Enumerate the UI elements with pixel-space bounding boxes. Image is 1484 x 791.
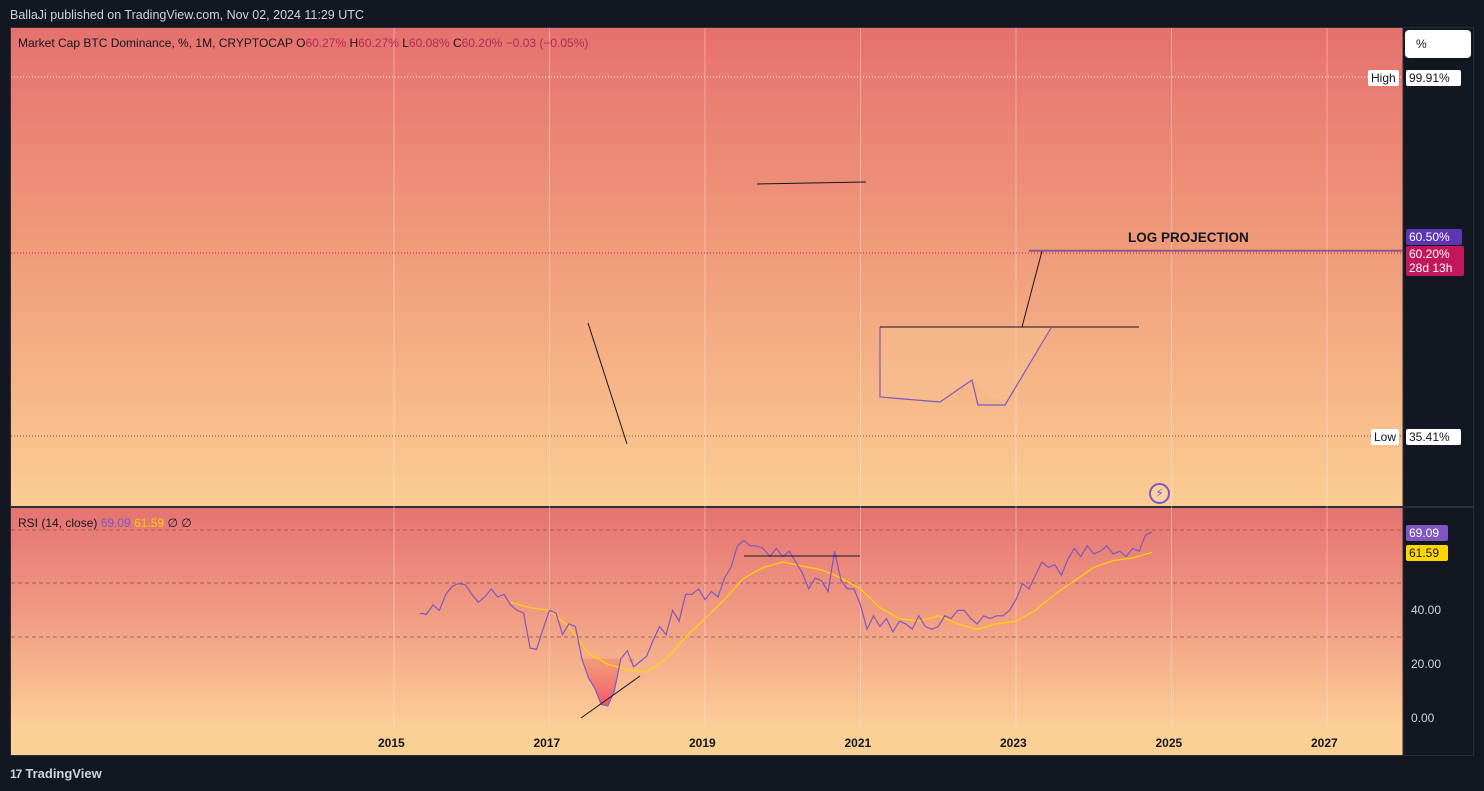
x-tick-label: 2017 — [533, 736, 561, 750]
x-tick-label: 2027 — [1311, 736, 1338, 750]
bar-countdown-tag: 28d 13h — [1406, 260, 1464, 276]
rsi-divergence-line[interactable] — [580, 675, 641, 719]
rsi-oversold-fill — [568, 658, 634, 706]
rsi-tick-label: 0.00 — [1411, 711, 1435, 725]
drawings[interactable] — [11, 76, 1403, 445]
low-value: 60.08% — [408, 36, 450, 50]
open-label: O — [296, 36, 306, 50]
main-pane-background — [11, 28, 1403, 506]
rsi-pane-background — [11, 508, 1403, 727]
rsi-extra-2: ∅ — [181, 516, 192, 530]
low-marker-value: 35.41% — [1406, 429, 1461, 445]
open-value: 60.27% — [305, 36, 347, 50]
rsi-ma-value-tag: 61.59 — [1406, 545, 1448, 561]
main-legend[interactable]: Market Cap BTC Dominance, %, 1M, CRYPTOC… — [18, 36, 588, 50]
x-tick-label: 2015 — [378, 736, 405, 750]
tradingview-logo-icon: 17 — [10, 766, 22, 781]
projection-rise-line[interactable] — [1021, 250, 1043, 328]
rsi-tick-label: 40.00 — [1411, 603, 1442, 618]
high-marker-label: High — [1368, 70, 1399, 86]
time-axis-background — [11, 727, 1403, 755]
footer-brand: TradingView — [25, 766, 102, 781]
rsi-value: 69.09 — [100, 516, 131, 530]
x-tick-label: 2021 — [844, 736, 872, 750]
close-value: 60.20% — [461, 36, 503, 50]
base-pattern-bottom[interactable] — [879, 327, 1052, 406]
rsi-line[interactable] — [419, 531, 1153, 707]
rsi-legend[interactable]: RSI (14, close) 69.09 61.59 ∅ ∅ — [18, 516, 192, 530]
high-value: 60.27% — [358, 36, 399, 50]
symbol-label: Market Cap BTC Dominance, %, 1M, CRYPTOC… — [18, 36, 293, 50]
close-label: C — [452, 36, 462, 50]
base-pattern-fill — [880, 327, 1051, 402]
rsi-ma-value: 61.59 — [134, 516, 165, 530]
rsi-extra-1: ∅ — [167, 516, 178, 530]
crash-trend-line[interactable] — [587, 322, 628, 445]
footer: 17 TradingView — [10, 766, 102, 781]
low-marker-label: Low — [1371, 429, 1400, 445]
high-label: H — [349, 36, 359, 50]
x-tick-label: 2025 — [1155, 736, 1183, 750]
publisher-line: BallaJi published on TradingView.com, No… — [10, 8, 364, 22]
top-resistance-line[interactable] — [756, 181, 867, 185]
high-marker-value: 99.91% — [1406, 70, 1461, 86]
low-label: L — [402, 36, 409, 50]
rsi-value-tag: 69.09 — [1406, 525, 1448, 541]
x-tick-label: 2019 — [689, 736, 716, 750]
chart-frame — [10, 27, 1474, 756]
rsi-title: RSI (14, close) — [18, 516, 98, 530]
rsi-pane[interactable] — [11, 529, 1403, 719]
log-projection-annotation[interactable]: LOG PROJECTION — [1128, 230, 1249, 245]
last-price-tag: 60.20% — [1406, 246, 1464, 262]
unit-toggle-button[interactable]: % — [1405, 30, 1471, 58]
x-tick-label: 2023 — [1000, 736, 1027, 750]
lightning-icon[interactable]: ⚡ — [1149, 483, 1170, 504]
change-value: −0.03 (−0.05%) — [505, 36, 589, 50]
rsi-tick-label: 20.00 — [1411, 657, 1442, 672]
price-axis-background — [1403, 28, 1473, 727]
target-price-tag: 60.50% — [1406, 229, 1462, 245]
